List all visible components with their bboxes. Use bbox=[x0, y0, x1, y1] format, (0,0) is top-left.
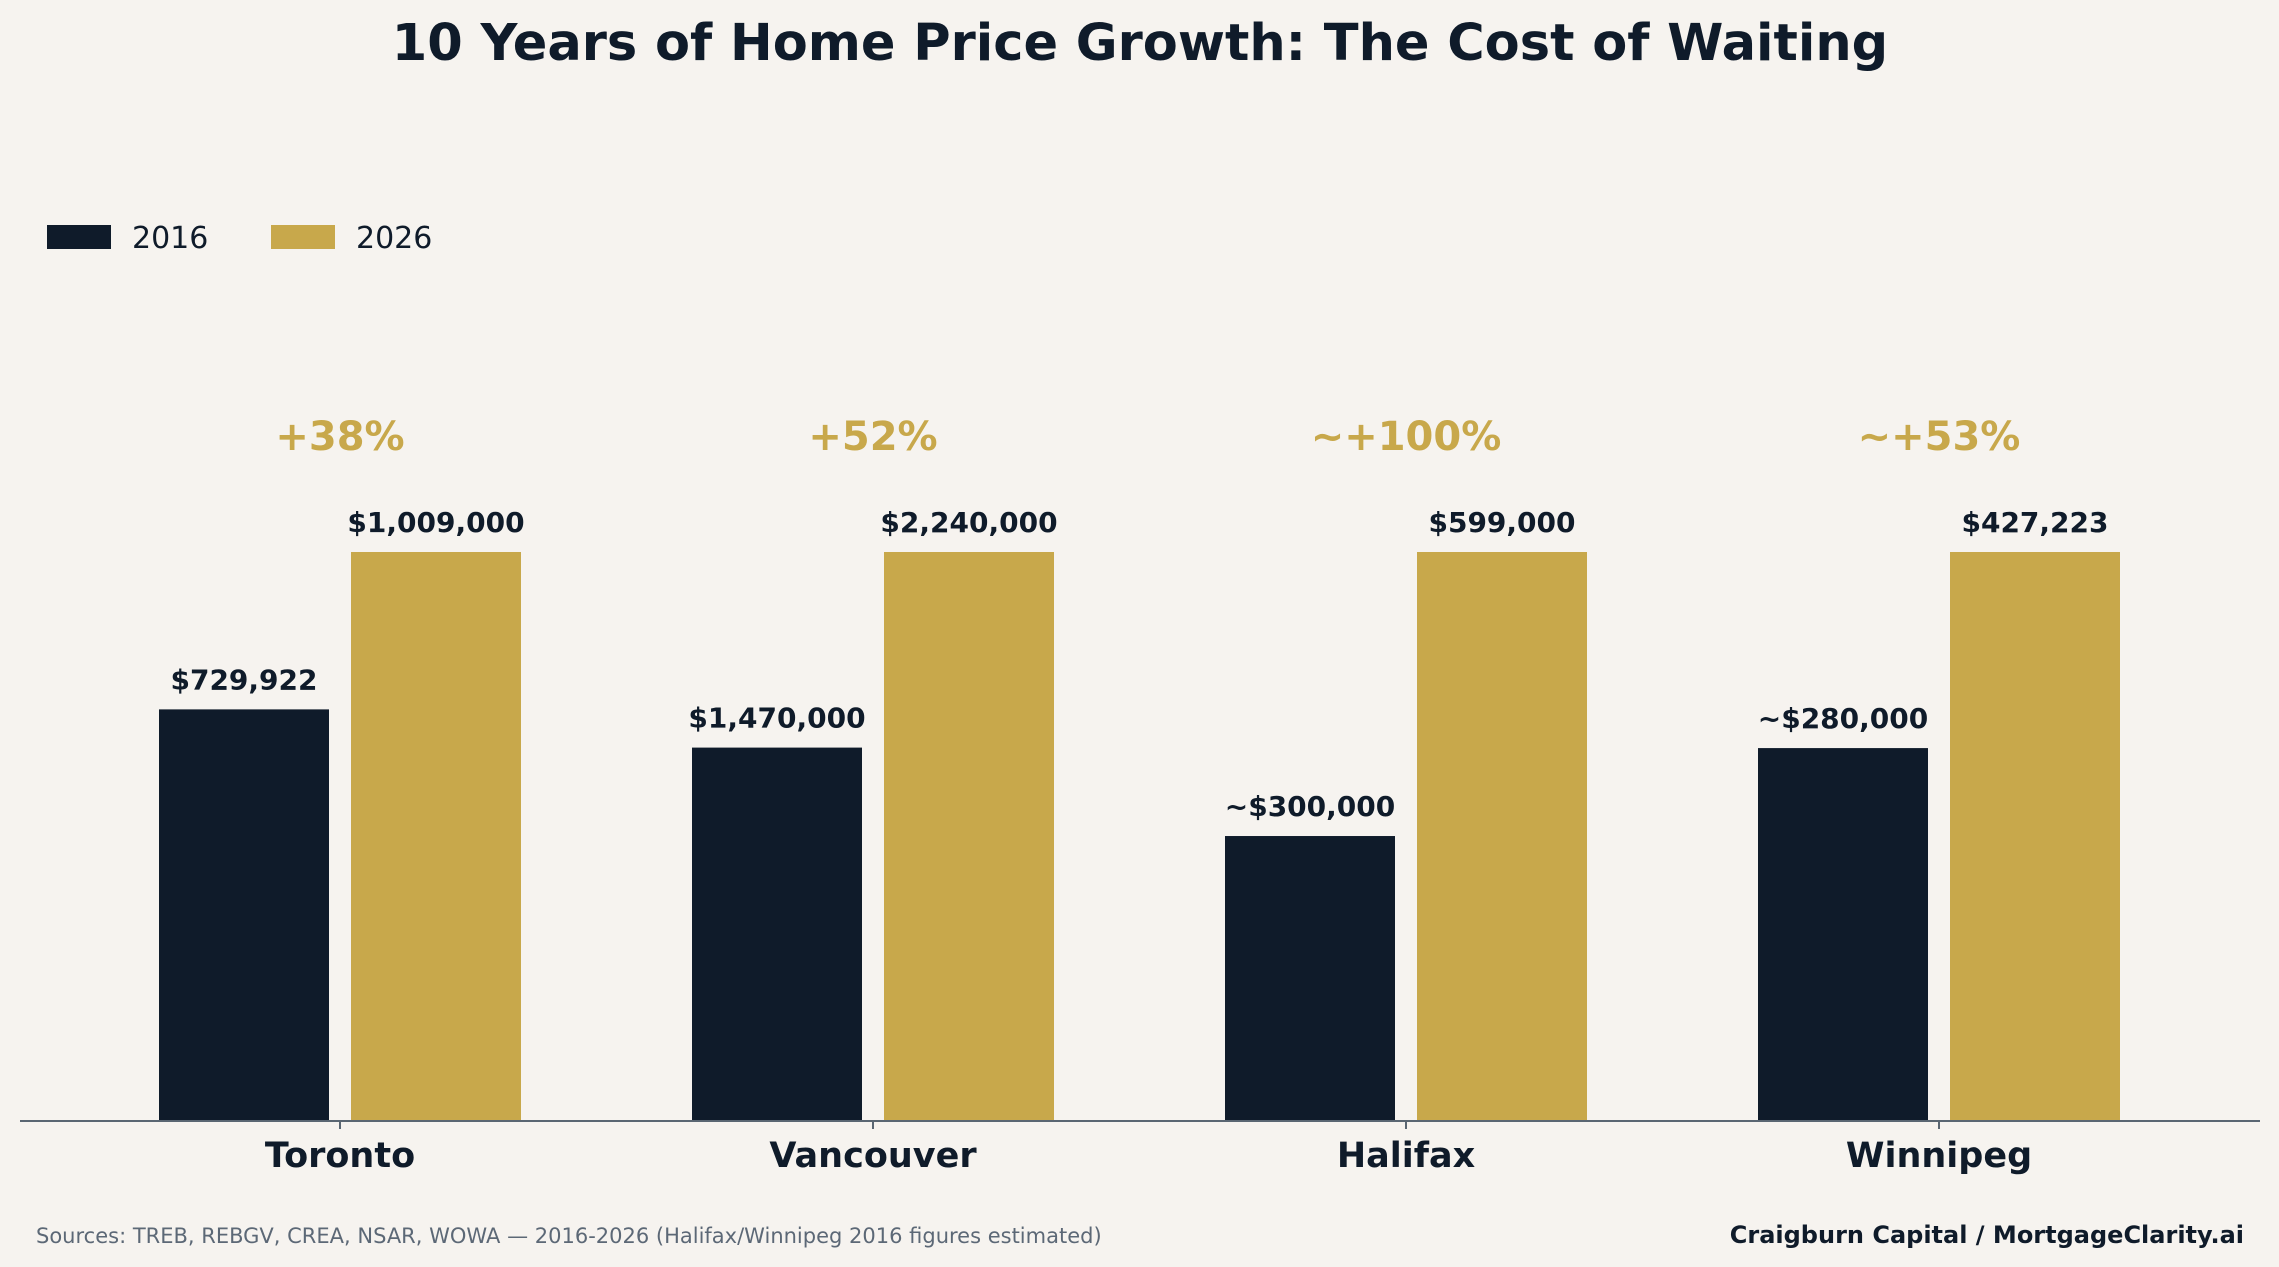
value-label-vancouver-2026: $2,240,000 bbox=[880, 506, 1057, 539]
plot-area: $729,922 $1,009,000 +38% Toronto $1,470,000 $… bbox=[20, 414, 2260, 1176]
value-label-toronto-2026: $1,009,000 bbox=[347, 506, 524, 539]
bar-halifax-2026 bbox=[1417, 552, 1587, 1121]
bar-toronto-2026 bbox=[351, 552, 521, 1121]
value-label-winnipeg-2016: ~$280,000 bbox=[1758, 702, 1928, 735]
bar-halifax-2016 bbox=[1225, 836, 1395, 1121]
value-label-halifax-2016: ~$300,000 bbox=[1225, 790, 1395, 823]
value-label-vancouver-2016: $1,470,000 bbox=[688, 702, 865, 735]
growth-label-toronto: +38% bbox=[275, 414, 404, 460]
legend: 2016 2026 bbox=[47, 221, 432, 256]
legend-label-2026: 2026 bbox=[356, 221, 432, 256]
bar-vancouver-2026 bbox=[884, 552, 1054, 1121]
bar-toronto-2016 bbox=[159, 709, 329, 1121]
bar-winnipeg-2016 bbox=[1758, 748, 1928, 1121]
value-label-halifax-2026: $599,000 bbox=[1428, 506, 1575, 539]
credit-text: Craigburn Capital / MortgageClarity.ai bbox=[1730, 1221, 2244, 1249]
legend-label-2016: 2016 bbox=[132, 221, 208, 256]
value-label-winnipeg-2026: $427,223 bbox=[1961, 506, 2108, 539]
value-label-toronto-2016: $729,922 bbox=[170, 663, 317, 696]
growth-label-vancouver: +52% bbox=[808, 414, 937, 460]
legend-swatch-2026 bbox=[271, 225, 335, 249]
bar-winnipeg-2026 bbox=[1950, 552, 2120, 1121]
growth-label-halifax: ~+100% bbox=[1311, 414, 1502, 460]
category-label-vancouver: Vancouver bbox=[769, 1136, 977, 1176]
legend-swatch-2016 bbox=[47, 225, 111, 249]
source-note: Sources: TREB, REBGV, CREA, NSAR, WOWA —… bbox=[36, 1224, 1102, 1248]
growth-label-winnipeg: ~+53% bbox=[1858, 414, 2021, 460]
chart-title: 10 Years of Home Price Growth: The Cost … bbox=[392, 14, 1888, 73]
bar-vancouver-2016 bbox=[692, 747, 862, 1121]
category-label-winnipeg: Winnipeg bbox=[1846, 1136, 2032, 1176]
category-label-halifax: Halifax bbox=[1337, 1136, 1476, 1176]
category-label-toronto: Toronto bbox=[265, 1136, 415, 1176]
